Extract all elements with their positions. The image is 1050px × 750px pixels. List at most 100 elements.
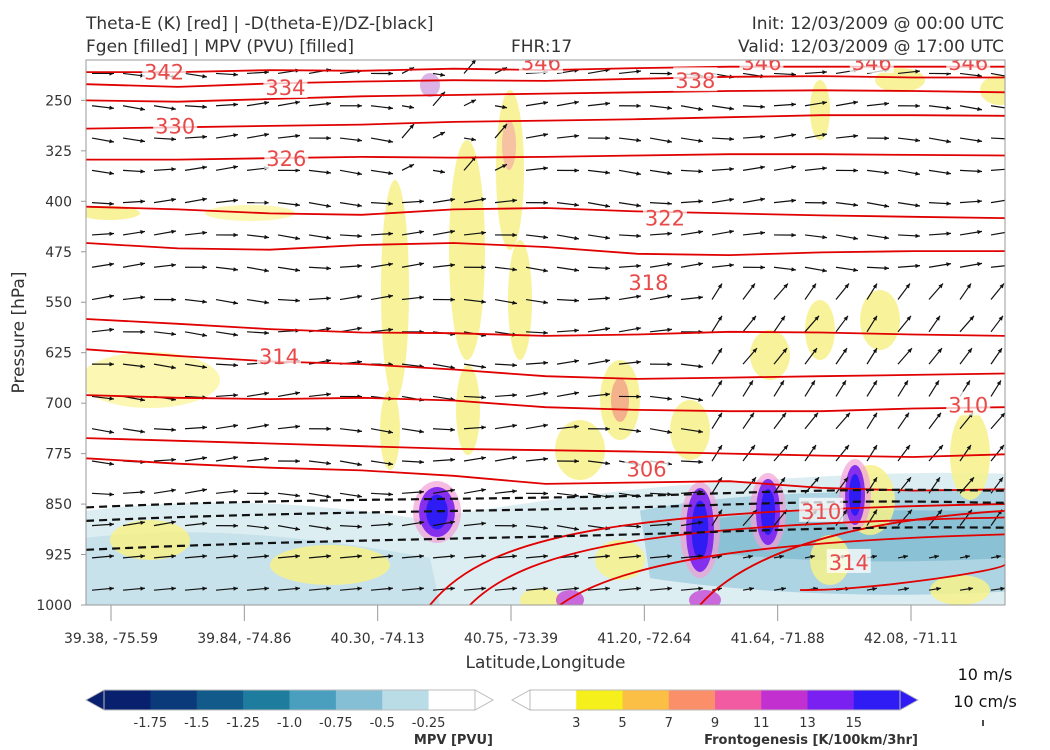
wind-vector-head [936, 412, 941, 418]
theta-e-label-bg [153, 112, 198, 137]
theta-e-contour [86, 348, 1005, 380]
colorbar-tick-label: 7 [665, 716, 673, 731]
theta-e-label-bg [256, 343, 301, 368]
wind-vector-head [419, 489, 424, 495]
wind-vector-head [636, 103, 641, 108]
wind-vector-head [171, 586, 176, 591]
colorbar-tick-label: -0.5 [370, 716, 395, 731]
wind-vector-head [977, 138, 982, 143]
theta-e-contour [429, 503, 1005, 605]
wind-vector-head [605, 203, 610, 208]
wind-vector-head [853, 236, 858, 241]
wind-vector-head [388, 586, 393, 591]
wind-vector-head [450, 297, 455, 302]
wind-vector-head [717, 509, 722, 515]
wind-vector-head [636, 394, 641, 399]
wind-vector-head [717, 315, 722, 321]
wind-vector-head [388, 461, 393, 466]
wind-vector-head [326, 392, 331, 397]
wind-vector-head [409, 104, 414, 110]
wind-vector-head [202, 104, 207, 109]
reference-speed-label: 10 m/s [958, 665, 1013, 684]
colorbar-tick-label: -1.25 [226, 716, 260, 731]
wind-vector-head [202, 332, 207, 338]
stability-contour [86, 488, 1005, 509]
wind-vector-head [997, 348, 1002, 354]
wind-vector-head [388, 231, 393, 236]
wind-vector-head [872, 380, 877, 386]
wind-vector-head [967, 348, 972, 354]
wind-vector-head [543, 300, 548, 305]
wind-vector-head [760, 197, 765, 202]
wind-vector-head [574, 554, 579, 559]
wind-vector-head [1008, 167, 1013, 171]
wind-vector-head [844, 445, 849, 450]
wind-vector [990, 199, 1005, 204]
wind-vector [990, 168, 1005, 171]
wind-vector-head [502, 164, 507, 169]
wind-vector-head [872, 586, 877, 592]
wind-vector-head [698, 199, 703, 204]
wind-vector-head [357, 586, 362, 591]
x-tick-label: 42.08, -71.11 [864, 631, 958, 647]
theta-e-label: 342 [144, 60, 184, 84]
wind-vector-head [810, 554, 815, 559]
wind-vector-head [264, 554, 269, 559]
wind-vector-head [357, 103, 362, 108]
frontogenesis-fill [496, 90, 524, 250]
theta-e-label-bg [946, 60, 991, 74]
wind-vector-head [357, 203, 362, 208]
wind-vector-head [543, 360, 548, 366]
colorbar-swatch [289, 690, 337, 710]
wind-vector-head [977, 262, 982, 267]
frontogenesis-fill [980, 75, 1005, 105]
frontogenesis-fill [611, 378, 629, 422]
wind-vector-head [966, 445, 971, 450]
wind-vector-head [481, 425, 486, 430]
wind-vector-head [419, 520, 424, 525]
wind-vector-head [357, 171, 362, 176]
x-tick-label: 40.30, -74.13 [331, 631, 425, 647]
wind-vector-head [779, 554, 784, 559]
wind-vector-head [872, 412, 877, 418]
wind-vector-head [481, 554, 486, 559]
wind-vector-head [326, 101, 331, 106]
wind-vector-head [752, 348, 757, 353]
wind-vector-head [419, 554, 424, 559]
wind-vector-head [760, 230, 765, 236]
wind-vector-head [450, 427, 455, 432]
wind-vector-head [264, 234, 269, 240]
wind-vector-head [814, 477, 819, 483]
theta-e-label: 310 [801, 500, 841, 524]
wind-vector-head [140, 364, 145, 369]
wind-vector-head [905, 283, 910, 289]
wind-vector-head [140, 554, 145, 559]
frontogenesis-fill [270, 545, 390, 585]
wind-vector-head [295, 235, 300, 241]
wind-vector-head [295, 133, 300, 139]
theta-e-contour [86, 114, 1005, 130]
frontogenesis-core-inner [849, 474, 861, 516]
wind-vector-head [872, 315, 877, 321]
theta-e-contour [86, 457, 1005, 492]
wind-vector-head [264, 70, 269, 75]
wind-vector-head [946, 201, 951, 206]
wind-vector-head [295, 391, 300, 396]
wind-vector-head [935, 315, 940, 321]
wind-vector-head [202, 197, 207, 202]
wind-vector-head [915, 69, 920, 74]
wind-vector-head [140, 329, 145, 335]
wind-vector-head [791, 267, 796, 272]
wind-vector-head [751, 477, 756, 483]
wind-vector-head [295, 202, 300, 207]
wind-vector-head [357, 138, 362, 143]
colorbar-swatch [622, 690, 670, 710]
wind-vector-head [109, 262, 114, 267]
theta-e-label: 334 [265, 76, 305, 100]
wind-vector-head [233, 586, 238, 591]
wind-vector-head [388, 522, 393, 527]
wind-vector-head [233, 489, 238, 494]
wind-vector-head [388, 71, 393, 76]
wind-vector-head [295, 493, 300, 498]
wind-vector-head [202, 74, 207, 79]
